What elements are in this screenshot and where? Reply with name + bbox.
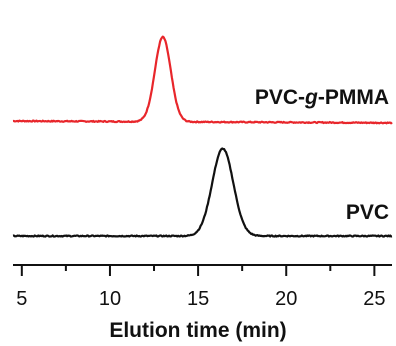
x-tick-label: 10 — [99, 288, 121, 310]
series-line-pvc-g-pmma — [12, 35, 393, 125]
x-tick-label: 15 — [187, 288, 209, 310]
series-layer — [12, 35, 393, 238]
series-label-part-1: PVC- — [255, 86, 305, 109]
series-label-pvc-g-pmma: PVC-g-PMMA — [255, 86, 389, 109]
x-tick-label: 25 — [363, 288, 385, 310]
x-tick-label: 5 — [16, 288, 27, 310]
x-tick-label: 20 — [275, 288, 297, 310]
x-axis-ticks: 5 10 15 20 25 — [16, 265, 385, 310]
series-label-part-2: g — [304, 86, 318, 109]
series-label-part-3: -PMMA — [318, 86, 389, 109]
series-line-pvc — [12, 147, 393, 238]
series-label-pvc: PVC — [346, 201, 389, 224]
x-axis-title: Elution time (min) — [109, 319, 286, 342]
